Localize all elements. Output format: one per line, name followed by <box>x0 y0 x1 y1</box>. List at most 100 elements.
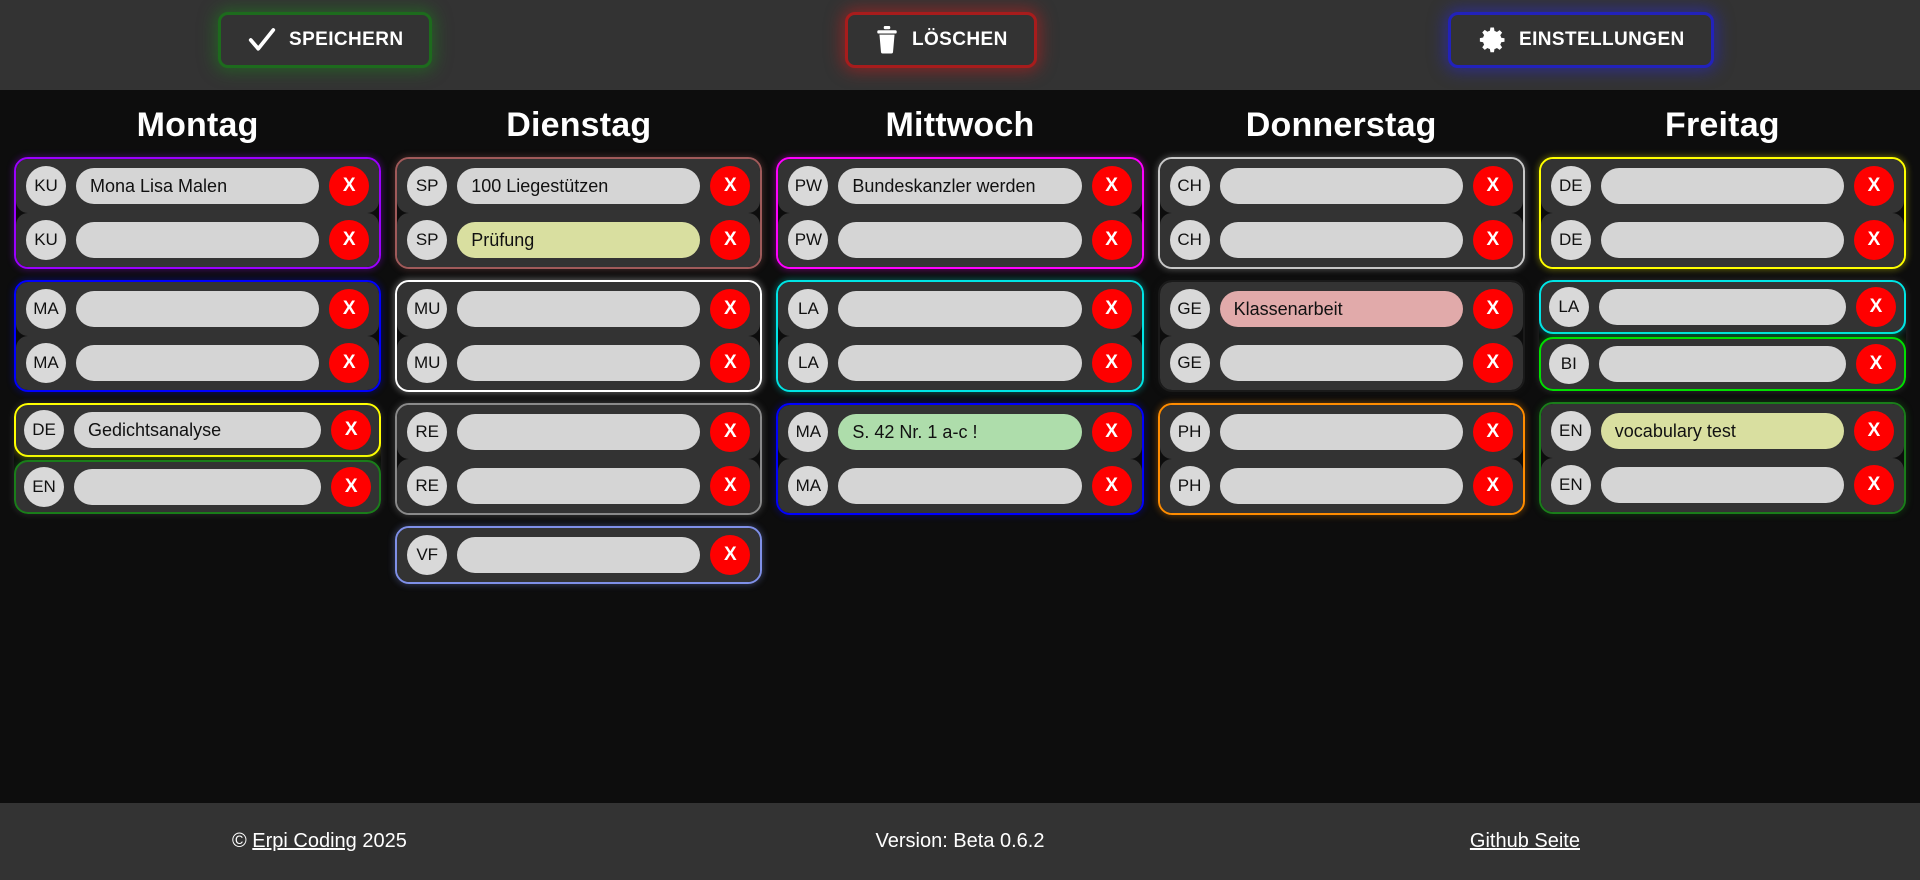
delete-row-button[interactable]: X <box>1091 220 1132 260</box>
delete-row-button[interactable]: X <box>1472 166 1513 206</box>
delete-row-button[interactable]: X <box>710 466 751 506</box>
homework-input[interactable] <box>457 291 701 327</box>
homework-input[interactable] <box>76 291 320 327</box>
homework-input[interactable] <box>1219 222 1463 258</box>
homework-input[interactable] <box>838 345 1082 381</box>
homework-input[interactable] <box>838 414 1082 450</box>
homework-input[interactable] <box>838 222 1082 258</box>
subject-badge[interactable]: GE <box>1169 289 1210 329</box>
subject-badge[interactable]: MU <box>407 343 448 383</box>
delete-row-button[interactable]: X <box>1091 289 1132 329</box>
homework-input[interactable] <box>457 537 701 573</box>
homework-input[interactable] <box>1219 291 1463 327</box>
subject-badge[interactable]: PH <box>1169 466 1210 506</box>
delete-row-button[interactable]: X <box>1091 412 1132 452</box>
delete-row-button[interactable]: X <box>710 289 751 329</box>
homework-input[interactable] <box>457 168 701 204</box>
delete-row-button[interactable]: X <box>329 343 370 383</box>
delete-row-button[interactable]: X <box>1854 465 1894 505</box>
subject-group: PH X PH X <box>1157 403 1525 515</box>
delete-row-button[interactable]: X <box>710 535 751 575</box>
delete-row-button[interactable]: X <box>331 410 372 450</box>
subject-badge[interactable]: KU <box>26 220 66 260</box>
settings-button[interactable]: EINSTELLUNGEN <box>1448 12 1714 68</box>
subject-badge[interactable]: SP <box>407 220 448 260</box>
delete-row-button[interactable]: X <box>1854 166 1894 206</box>
homework-input[interactable] <box>1600 168 1844 204</box>
delete-row-button[interactable]: X <box>1856 287 1896 327</box>
delete-row-button[interactable]: X <box>710 220 751 260</box>
delete-row-button[interactable]: X <box>1472 289 1513 329</box>
delete-row-button[interactable]: X <box>329 166 370 206</box>
delete-row-button[interactable]: X <box>331 467 372 507</box>
delete-row-button[interactable]: X <box>1091 466 1132 506</box>
homework-input[interactable] <box>76 168 320 204</box>
subject-badge[interactable]: RE <box>407 466 448 506</box>
homework-input[interactable] <box>1600 467 1844 503</box>
delete-row-button[interactable]: X <box>1091 166 1132 206</box>
subject-badge[interactable]: GE <box>1169 343 1210 383</box>
homework-input[interactable] <box>1598 289 1846 325</box>
delete-row-button[interactable]: X <box>710 343 751 383</box>
subject-badge[interactable]: DE <box>1550 166 1591 206</box>
homework-input[interactable] <box>457 414 701 450</box>
homework-input[interactable] <box>1219 168 1463 204</box>
subject-badge[interactable]: MU <box>407 289 448 329</box>
subject-badge[interactable]: MA <box>788 412 829 452</box>
homework-input[interactable] <box>74 412 322 448</box>
delete-all-button[interactable]: LÖSCHEN <box>845 12 1037 68</box>
homework-input[interactable] <box>74 469 322 505</box>
delete-row-button[interactable]: X <box>1472 466 1513 506</box>
homework-input[interactable] <box>76 345 320 381</box>
homework-input[interactable] <box>457 468 701 504</box>
homework-input[interactable] <box>457 222 701 258</box>
delete-row-button[interactable]: X <box>1472 412 1513 452</box>
delete-row-button[interactable]: X <box>1472 343 1513 383</box>
subject-badge[interactable]: SP <box>407 166 448 206</box>
delete-row-button[interactable]: X <box>1854 220 1894 260</box>
subject-badge[interactable]: VF <box>407 535 448 575</box>
subject-badge[interactable]: MA <box>26 343 66 383</box>
delete-row-button[interactable]: X <box>710 166 751 206</box>
subject-badge[interactable]: LA <box>788 343 829 383</box>
homework-input[interactable] <box>1600 222 1844 258</box>
delete-row-button[interactable]: X <box>329 220 370 260</box>
delete-row-button[interactable]: X <box>1091 343 1132 383</box>
subject-badge[interactable]: KU <box>26 166 66 206</box>
delete-row-button[interactable]: X <box>329 289 370 329</box>
subject-badge[interactable]: LA <box>788 289 829 329</box>
homework-input[interactable] <box>1219 414 1463 450</box>
homework-input[interactable] <box>1219 345 1463 381</box>
save-button[interactable]: SPEICHERN <box>218 12 433 68</box>
subject-badge[interactable]: CH <box>1169 220 1210 260</box>
homework-input[interactable] <box>838 291 1082 327</box>
homework-input[interactable] <box>1600 413 1844 449</box>
subject-badge[interactable]: DE <box>1550 220 1591 260</box>
subject-badge[interactable]: EN <box>1550 465 1591 505</box>
subject-badge[interactable]: MA <box>788 466 829 506</box>
delete-row-button[interactable]: X <box>710 412 751 452</box>
trash-icon <box>874 26 900 54</box>
github-link[interactable]: Github Seite <box>1469 830 1580 852</box>
delete-row-button[interactable]: X <box>1856 344 1896 384</box>
erpi-coding-link[interactable]: Erpi Coding <box>252 830 357 852</box>
homework-input[interactable] <box>1598 346 1846 382</box>
homework-input[interactable] <box>838 468 1082 504</box>
subject-badge[interactable]: DE <box>24 410 64 450</box>
subject-badge[interactable]: EN <box>24 467 64 507</box>
subject-badge[interactable]: MA <box>26 289 66 329</box>
subject-badge[interactable]: PH <box>1169 412 1210 452</box>
subject-badge[interactable]: RE <box>407 412 448 452</box>
homework-input[interactable] <box>1219 468 1463 504</box>
homework-input[interactable] <box>457 345 701 381</box>
subject-badge[interactable]: LA <box>1548 287 1589 327</box>
delete-row-button[interactable]: X <box>1854 411 1894 451</box>
delete-row-button[interactable]: X <box>1472 220 1513 260</box>
subject-badge[interactable]: EN <box>1550 411 1591 451</box>
subject-badge[interactable]: BI <box>1548 344 1589 384</box>
subject-badge[interactable]: PW <box>788 166 829 206</box>
homework-input[interactable] <box>76 222 320 258</box>
subject-badge[interactable]: PW <box>788 220 829 260</box>
subject-badge[interactable]: CH <box>1169 166 1210 206</box>
homework-input[interactable] <box>838 168 1082 204</box>
